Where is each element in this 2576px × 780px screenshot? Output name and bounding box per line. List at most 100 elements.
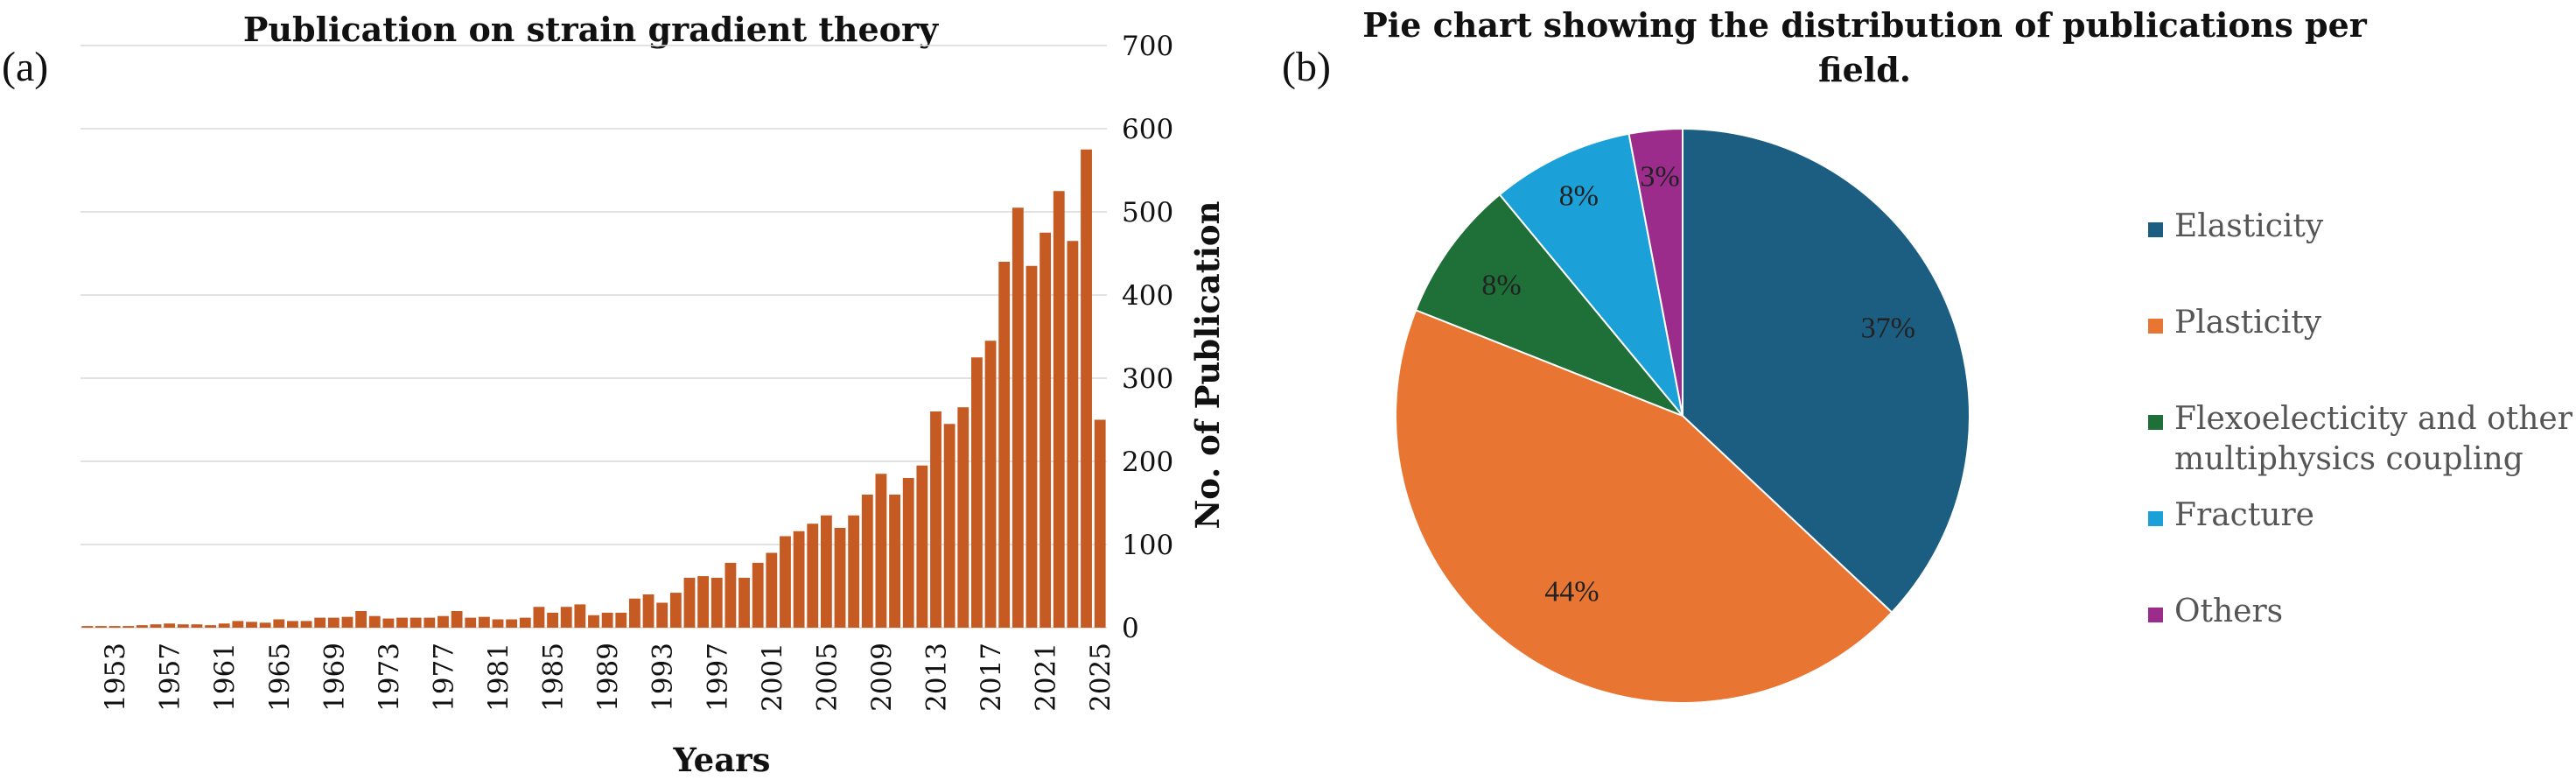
x-tick-label: 2005 bbox=[811, 643, 843, 712]
bar-2015 bbox=[957, 407, 970, 628]
x-tick-label: 1985 bbox=[538, 643, 570, 712]
bar-1990 bbox=[615, 612, 627, 628]
bar-1970 bbox=[341, 616, 354, 628]
bar-2018 bbox=[998, 262, 1011, 628]
bar-2012 bbox=[916, 465, 928, 628]
x-tick-labels: 1953 1957 1961 1965 1969 1973 1977 1981 1985 1989… bbox=[100, 643, 1116, 712]
legend-label: Elasticity bbox=[2174, 208, 2324, 244]
y-axis-title: No. of Publication bbox=[1188, 200, 1227, 529]
bar-1952 bbox=[95, 626, 107, 628]
pie-chart-panel: (b) Pie chart showing the distribution o… bbox=[1282, 5, 2573, 705]
bar-1961 bbox=[218, 623, 230, 628]
bar-1958 bbox=[177, 624, 189, 628]
legend-item: Elasticity bbox=[2148, 208, 2324, 244]
bar-2013 bbox=[930, 411, 942, 628]
legend-label: Fracture bbox=[2174, 497, 2314, 533]
pie-slice-label: 8% bbox=[1559, 180, 1599, 213]
pie-chart-title-line-2: field. bbox=[1818, 50, 1911, 89]
bar-1977 bbox=[438, 615, 449, 628]
y-tick-label: 200 bbox=[1122, 446, 1173, 478]
panel-label-a: (a) bbox=[2, 44, 48, 90]
y-tick-label: 500 bbox=[1122, 197, 1173, 228]
bar-chart-title: Publication on strain gradient theory bbox=[243, 10, 939, 49]
legend-item: Flexoelecticity and other multiphysics co… bbox=[2148, 401, 2573, 477]
pie-slice-elasticity bbox=[1682, 127, 1970, 614]
pie-slice-labels: 37% 44% 8% 8% 3% bbox=[1481, 161, 1915, 608]
bar-1998 bbox=[724, 562, 737, 628]
pie-slice-plasticity bbox=[1395, 308, 1894, 705]
bar-2020 bbox=[1026, 265, 1038, 628]
y-tick-label: 600 bbox=[1122, 114, 1173, 145]
bar-1972 bbox=[368, 615, 381, 628]
bar-1963 bbox=[246, 622, 257, 628]
x-tick-label: 1993 bbox=[648, 643, 679, 712]
bar-1954 bbox=[122, 626, 135, 628]
bar-1992 bbox=[642, 594, 654, 628]
legend-swatch bbox=[2148, 415, 2163, 430]
x-tick-label: 1973 bbox=[374, 643, 405, 712]
legend: Elasticity Plasticity Flexoelecticity and … bbox=[2148, 208, 2573, 629]
bar-2017 bbox=[984, 341, 997, 628]
bar-1956 bbox=[150, 624, 162, 628]
pie-slices bbox=[1395, 127, 1970, 705]
bar-1951 bbox=[81, 626, 94, 628]
legend-swatch bbox=[2148, 511, 2163, 526]
bar-1967 bbox=[300, 621, 312, 628]
bar-2007 bbox=[848, 515, 860, 628]
y-tick-label: 100 bbox=[1122, 530, 1173, 561]
bar-1994 bbox=[669, 593, 682, 628]
bar-1980 bbox=[478, 616, 490, 628]
bar-1984 bbox=[533, 607, 545, 628]
bar-2004 bbox=[807, 524, 819, 628]
bar-1975 bbox=[410, 617, 422, 628]
bar-2022 bbox=[1053, 191, 1065, 628]
bar-2000 bbox=[752, 562, 764, 628]
y-tick-labels: 0 100 200 300 400 500 600 700 bbox=[1122, 31, 1173, 644]
x-tick-label: 2009 bbox=[866, 643, 898, 712]
legend-label: Others bbox=[2174, 594, 2283, 629]
legend-swatch bbox=[2148, 608, 2163, 622]
bar-2008 bbox=[861, 495, 873, 628]
bar-2011 bbox=[902, 478, 914, 628]
bar-1981 bbox=[492, 619, 504, 628]
legend-swatch bbox=[2148, 319, 2163, 334]
x-tick-label: 1997 bbox=[702, 643, 733, 712]
bar-1974 bbox=[396, 617, 408, 628]
bar-1997 bbox=[710, 578, 723, 628]
bar-1962 bbox=[232, 621, 244, 628]
gridlines bbox=[80, 45, 1107, 629]
x-tick-label: 1953 bbox=[100, 643, 131, 712]
bar-1993 bbox=[656, 602, 668, 628]
bar-1953 bbox=[108, 626, 121, 628]
bar-1985 bbox=[547, 612, 558, 628]
bar-1988 bbox=[588, 615, 599, 628]
bar-1973 bbox=[382, 618, 395, 628]
bar-1995 bbox=[683, 578, 696, 628]
bar-2021 bbox=[1040, 232, 1052, 628]
bar-1999 bbox=[738, 578, 750, 628]
bar-2016 bbox=[971, 357, 983, 628]
legend-item: Others bbox=[2148, 594, 2283, 629]
x-tick-label: 1977 bbox=[428, 643, 459, 712]
bar-1971 bbox=[355, 611, 368, 628]
pie-slice-label: 37% bbox=[1861, 312, 1915, 344]
bar-1964 bbox=[259, 622, 271, 628]
x-tick-label: 2013 bbox=[921, 643, 953, 712]
bar-1986 bbox=[560, 607, 572, 628]
x-tick-label: 2017 bbox=[976, 643, 1007, 712]
bar-1982 bbox=[506, 619, 518, 628]
x-tick-label: 2025 bbox=[1085, 643, 1116, 712]
pie-slice-label: 3% bbox=[1640, 161, 1679, 193]
bar-1989 bbox=[601, 612, 613, 628]
x-tick-label: 1989 bbox=[592, 643, 624, 712]
y-tick-label: 300 bbox=[1122, 363, 1173, 395]
bar-2019 bbox=[1012, 207, 1024, 628]
pie-slice-flexoelecticity bbox=[1414, 193, 1684, 417]
legend-label: Flexoelecticity and other bbox=[2174, 401, 2573, 437]
bar-2024 bbox=[1081, 149, 1092, 628]
legend-label: multiphysics coupling bbox=[2174, 441, 2524, 477]
bar-1955 bbox=[136, 625, 148, 628]
bar-2009 bbox=[875, 474, 887, 628]
bar-1957 bbox=[164, 623, 176, 628]
